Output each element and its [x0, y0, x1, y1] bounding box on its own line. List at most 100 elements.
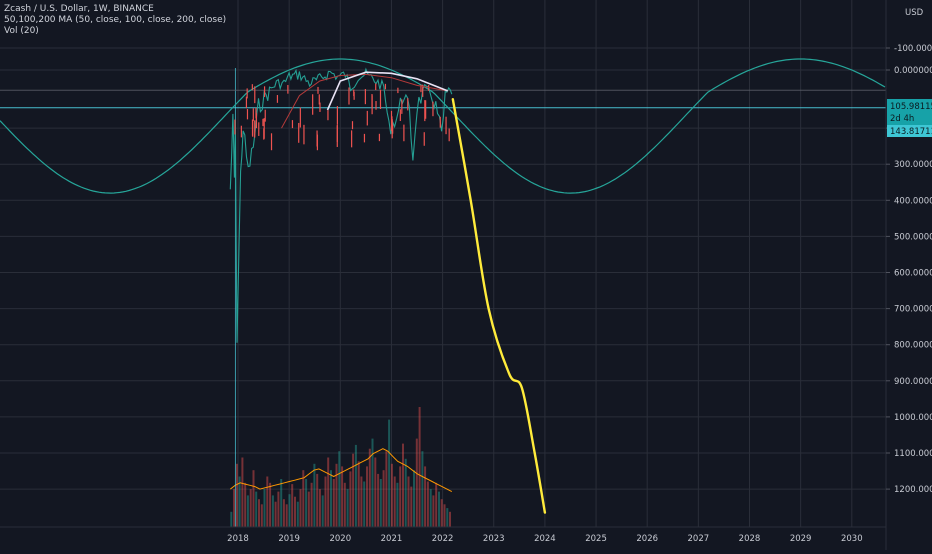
x-tick-label: 2030 — [841, 534, 863, 544]
x-tick-label: 2018 — [227, 534, 249, 544]
volume-bar — [305, 479, 308, 527]
x-tick-label: 2020 — [329, 534, 351, 544]
price-line — [229, 67, 453, 343]
volume-bar — [399, 466, 402, 527]
volume-bar — [424, 466, 427, 527]
volume-bar — [438, 491, 440, 527]
x-tick-label: 2019 — [278, 534, 300, 544]
volume-bar — [385, 451, 388, 527]
volume-bar — [252, 470, 255, 527]
volume-bar — [238, 476, 241, 527]
x-tick-label: 2027 — [688, 534, 710, 544]
volume-bar — [313, 463, 316, 527]
volume-bar — [327, 457, 330, 527]
y-tick-label: 300.000000 — [894, 160, 932, 170]
volume-bar — [410, 486, 413, 527]
gridlines — [0, 0, 886, 527]
volume-bar — [263, 489, 266, 527]
volume-bar — [382, 470, 385, 527]
volume-bar — [299, 489, 302, 527]
volume-bar — [421, 451, 424, 527]
volume-bar — [235, 463, 238, 527]
volume-bar — [271, 495, 274, 527]
y-axis-unit: USD — [905, 8, 924, 18]
volume-bar — [415, 438, 418, 527]
volume-bar — [291, 484, 294, 527]
y-tick-label: 700.000000 — [894, 305, 932, 315]
volume-bar — [277, 491, 280, 527]
volume-bar — [249, 489, 252, 527]
volume-bar — [440, 499, 443, 527]
volume-bar — [418, 407, 421, 527]
x-tick-label: 2021 — [381, 534, 403, 544]
volume-bar — [426, 481, 429, 527]
volume-bar — [377, 473, 380, 527]
volume-bar — [246, 495, 249, 527]
volume-bar — [354, 444, 357, 527]
x-tick-labels: 2018 2019 2020 2021 2022 2023 2024 2025 2026 2027… — [227, 534, 862, 544]
y-tick-label: 900.000000 — [894, 377, 932, 387]
volume-bar — [316, 473, 319, 527]
volume-bar — [402, 443, 404, 527]
volume-bar — [294, 496, 296, 527]
volume-bar — [432, 495, 435, 527]
volume-bar — [390, 463, 393, 527]
volume-bar — [296, 501, 299, 527]
volume-bars — [229, 407, 453, 527]
volume-bar — [269, 482, 272, 527]
volume-ma-line — [229, 448, 453, 493]
volume-bar — [244, 482, 247, 527]
volume-bar — [332, 479, 335, 527]
moving-averages — [281, 71, 448, 129]
volume-bar — [233, 489, 236, 527]
volume-bar — [324, 476, 327, 527]
volume-bar — [349, 471, 352, 527]
volume-bar — [321, 495, 324, 527]
price-tags: 105.981152 2d 4h 143.817111 — [887, 99, 932, 137]
volume-bar — [343, 482, 346, 527]
volume-bar — [330, 470, 332, 527]
volume-bar — [393, 476, 396, 527]
volume-bar — [446, 508, 449, 527]
volume-bar — [413, 470, 415, 527]
x-tick-label: 2026 — [636, 534, 658, 544]
y-tick-label: 500.000000 — [894, 232, 932, 242]
x-tick-label: 2022 — [432, 534, 454, 544]
y-tick-label: 800.000000 — [894, 341, 932, 351]
sine-cycle — [0, 58, 886, 194]
volume-bar — [407, 476, 410, 527]
y-tick-label: 600.000000 — [894, 269, 932, 279]
volume-bar — [363, 481, 366, 527]
volume-bar — [288, 494, 291, 527]
y-tick-label: 1200.000000 — [894, 485, 932, 495]
volume-bar — [241, 457, 244, 527]
volume-bar — [341, 466, 344, 527]
volume-bar — [396, 482, 399, 527]
volume-bar — [282, 499, 285, 527]
ma-red-line — [281, 73, 448, 129]
volume-bar — [404, 458, 407, 527]
volume-bar — [346, 489, 349, 527]
volume-bar — [371, 438, 374, 527]
volume-bar — [285, 504, 288, 527]
x-tick-label: 2028 — [739, 534, 761, 544]
level-tag: 143.817111 — [890, 127, 932, 137]
volume-bar — [338, 451, 341, 527]
volume-bar — [388, 419, 391, 527]
volume-bar — [435, 482, 438, 527]
volume-bar — [318, 489, 321, 527]
current-price-tag: 105.981152 — [890, 102, 932, 112]
volume-bar — [266, 476, 269, 527]
y-tick-label: 400.000000 — [894, 196, 932, 206]
projection-curve — [451, 98, 547, 514]
volume-bar — [368, 448, 371, 527]
volume-bar — [260, 504, 263, 527]
level-tag-bg — [887, 125, 932, 137]
current-price-tag-bg — [887, 99, 932, 129]
x-tick-label: 2023 — [483, 534, 505, 544]
x-tick-label: 2024 — [534, 534, 556, 544]
sine-wave-line — [0, 58, 886, 194]
